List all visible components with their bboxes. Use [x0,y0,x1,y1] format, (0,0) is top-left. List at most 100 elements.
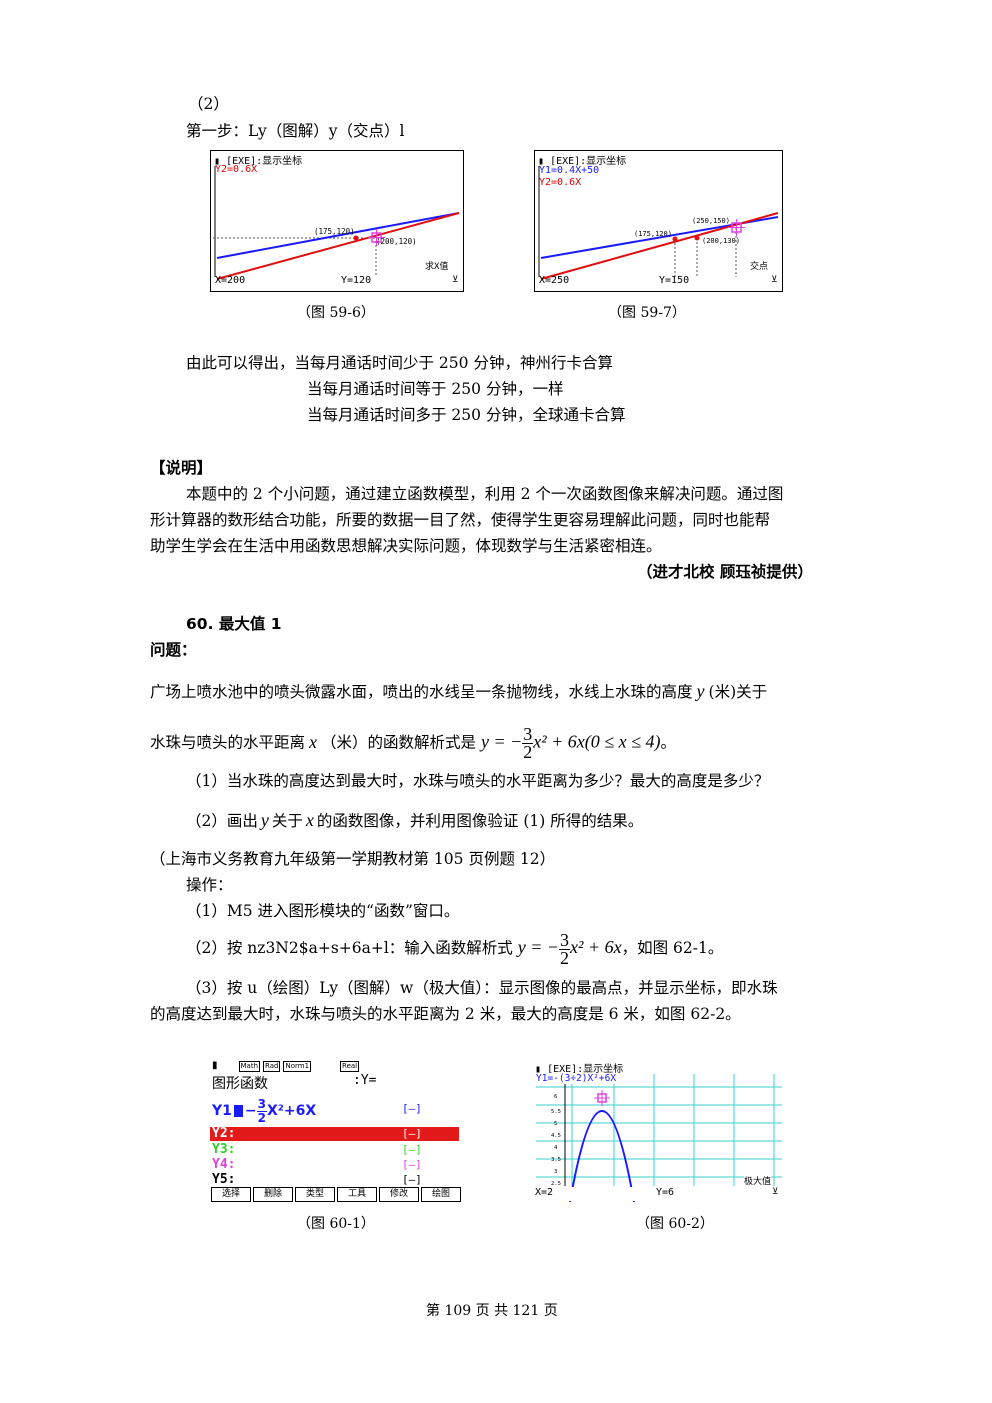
graph-59-7 [538,166,779,280]
operation-3a: （3）按 u（绘图）Ly（图解）w（极大值）：显示图像的最高点，并显示坐标，即水… [186,979,778,997]
x-readout: X=2 [535,1187,554,1198]
conclusion-line-2: 当每月通话时间等于 250 分钟，一样 [307,380,564,398]
y1-row[interactable]: Y1−3 2 X²+6X [212,1096,317,1125]
tick-label: 5.5 [551,1109,561,1115]
part-label: （2） [188,95,229,113]
mode-label: 交点 [750,262,769,272]
mode-label: 极大值 [744,1174,772,1187]
y3-row[interactable]: Y3: [212,1142,236,1157]
blue-line [216,212,460,259]
readout-bar [534,1187,782,1201]
screen-header: ▮ [EXE]:显示坐标 [214,156,303,167]
operation-3b: 的高度达到最大时，水珠与喷头的水平距离为 2 米，最大的高度是 6 米，如图 6… [150,1005,741,1023]
figure-60-2: ▮ [EXE]:显示坐标 Y1=-(3÷2)X²+6X 6 5.5 5 4.5 … [534,1060,782,1202]
battery-icon: ▮ [212,1060,218,1071]
tick-label: 6 [554,1094,558,1100]
point-label-b: (200,120) [376,237,417,246]
tick-label: 3 [554,1169,558,1175]
red-line [216,212,460,280]
fkey-select[interactable]: 选择 [211,1187,251,1202]
figure-59-6: ▮ [EXE]:显示坐标 Y2=0.6X (175,120) (200,120)… [210,150,464,292]
point-label-a: (250,150) [692,217,730,225]
point-label-a: (175,120) [314,227,355,236]
caption-59-6: （图 59-6） [297,305,375,321]
scroll-arrow-icon: ⊻ [772,1187,779,1197]
line-style-icon: [—] [402,1102,422,1115]
graph-60-2 [536,1074,782,1202]
y-readout: Y=120 [341,275,372,286]
function-label-2: Y2=0.6X [539,177,582,188]
conclusion-line-1: 由此可以得出，当每月通话时间少于 250 分钟，神州行卡合算 [186,354,613,372]
step-one: 第一步：Ly（图解）y（交点）l [186,122,405,140]
status-bar: ▮ Math Rad Norm1 Real [212,1060,360,1072]
point-label-c: (200,130) [702,237,740,245]
question-1: （1）当水珠的高度达到最大时，水珠与喷头的水平距离为多少？最大的高度是多少？ [186,772,770,790]
tick-label: 5 [554,1121,558,1127]
source-note: （上海市义务教育九年级第一学期教材第 105 页例题 12） [150,850,556,868]
grid [536,1074,782,1186]
fkey-delete[interactable]: 删除 [253,1187,293,1202]
page-footer: 第 109 页 共 121 页 [426,1303,558,1319]
line-style-icon: [—] [402,1127,422,1140]
function-label: Y1=-(3÷2)X²+6X [536,1073,617,1084]
tick-label: 4 [554,1145,558,1151]
y-readout: Y=150 [659,275,690,286]
battery-icon: ▮ [214,156,221,167]
question-2: （2）画出 y 关于 x 的函数图像，并利用图像验证 (1) 所得的结果。 [186,810,644,830]
line-style-icon: [—] [402,1173,422,1186]
fkey-draw[interactable]: 绘图 [421,1187,461,1202]
caption-60-2: （图 60-2） [636,1216,714,1232]
screen-header: ▮ [EXE]:显示坐标 [535,1064,624,1075]
y2-row-highlight[interactable] [210,1127,459,1141]
parabola [569,1110,635,1202]
operation-label: 操作： [186,876,233,894]
fkey-modify[interactable]: 修改 [379,1187,419,1202]
explain-p1: 本题中的 2 个小问题，通过建立函数模型，利用 2 个一次函数图像来解决问题。通… [186,485,784,503]
problem-line-2: 水珠与喷头的水平距离 x （米）的函数解析式是 y = −3 2 x² + 6x(0 ≤… [150,724,677,762]
operation-1: （1）M5 进入图形模块的“函数”窗口。 [186,902,460,920]
tick-label: 3.5 [551,1157,561,1163]
explain-p2: 形计算器的数形结合功能，所要的数据一目了然，使得学生更容易理解此问题，同时也能帮 [150,511,771,529]
screen-title-right: :Y= [353,1073,377,1088]
line-style-icon: [—] [402,1143,422,1156]
problem-label: 问题： [150,641,197,659]
line-style-icon: [—] [402,1158,422,1171]
y2-row[interactable]: Y2: [212,1126,236,1141]
function-label-1: Y1=0.4X+50 [539,165,600,176]
scroll-arrow-icon: ⊻ [771,275,778,285]
conclusion-line-3: 当每月通话时间多于 250 分钟，全球通卡合算 [307,406,626,424]
graph-59-6 [213,166,460,280]
mode-label: 求X值 [425,262,449,272]
fkey-tools[interactable]: 工具 [337,1187,377,1202]
y-readout: Y=6 [656,1187,675,1198]
red-line [540,212,779,280]
select-marker [233,1105,243,1117]
operation-2: （2）按 nz3N2$a+s+6a+l：输入函数解析式 y = −3 2 x² + … [186,929,724,968]
section-title: 60. 最大值 1 [186,615,282,633]
y5-row[interactable]: Y5: [212,1172,236,1187]
figure-59-7: ▮ [EXE]:显示坐标 Y1=0.4X+50 Y2=0.6X (250,150… [534,150,783,292]
fkey-type[interactable]: 类型 [295,1187,335,1202]
problem-line-1: 广场上喷水池中的喷头微露水面，喷出的水线呈一条抛物线，水线上水珠的高度 y (米)关… [150,681,768,701]
y4-row[interactable]: Y4: [212,1157,236,1172]
x-readout: X=250 [539,275,570,286]
function-label: Y2=0.6X [215,164,258,175]
tick-label: 2.5 [551,1181,561,1187]
screen-header: ▮ [EXE]:显示坐标 [538,156,627,167]
point-marker [353,235,359,241]
battery-icon: ▮ [538,156,545,167]
explain-heading: 【说明】 [150,459,213,477]
caption-60-1: （图 60-1） [297,1216,375,1232]
caption-59-7: （图 59-7） [608,305,686,321]
explain-p3: 助学生学会在生活中用函数思想解决实际问题，体现数学与生活紧密相连。 [150,537,662,555]
battery-icon: ▮ [535,1064,542,1075]
figure-60-1: ▮ Math Rad Norm1 Real 图形函数 :Y= Y1−3 2 X²+6… [210,1060,462,1202]
x-readout: X=200 [215,275,246,286]
tick-label: 4.5 [551,1133,561,1139]
screen-title: 图形函数 [212,1076,268,1092]
scroll-arrow-icon: ⊻ [452,275,459,285]
point-label-b: (175,120) [634,230,672,238]
credit: （进才北校 顾珏祯提供） [637,563,813,581]
